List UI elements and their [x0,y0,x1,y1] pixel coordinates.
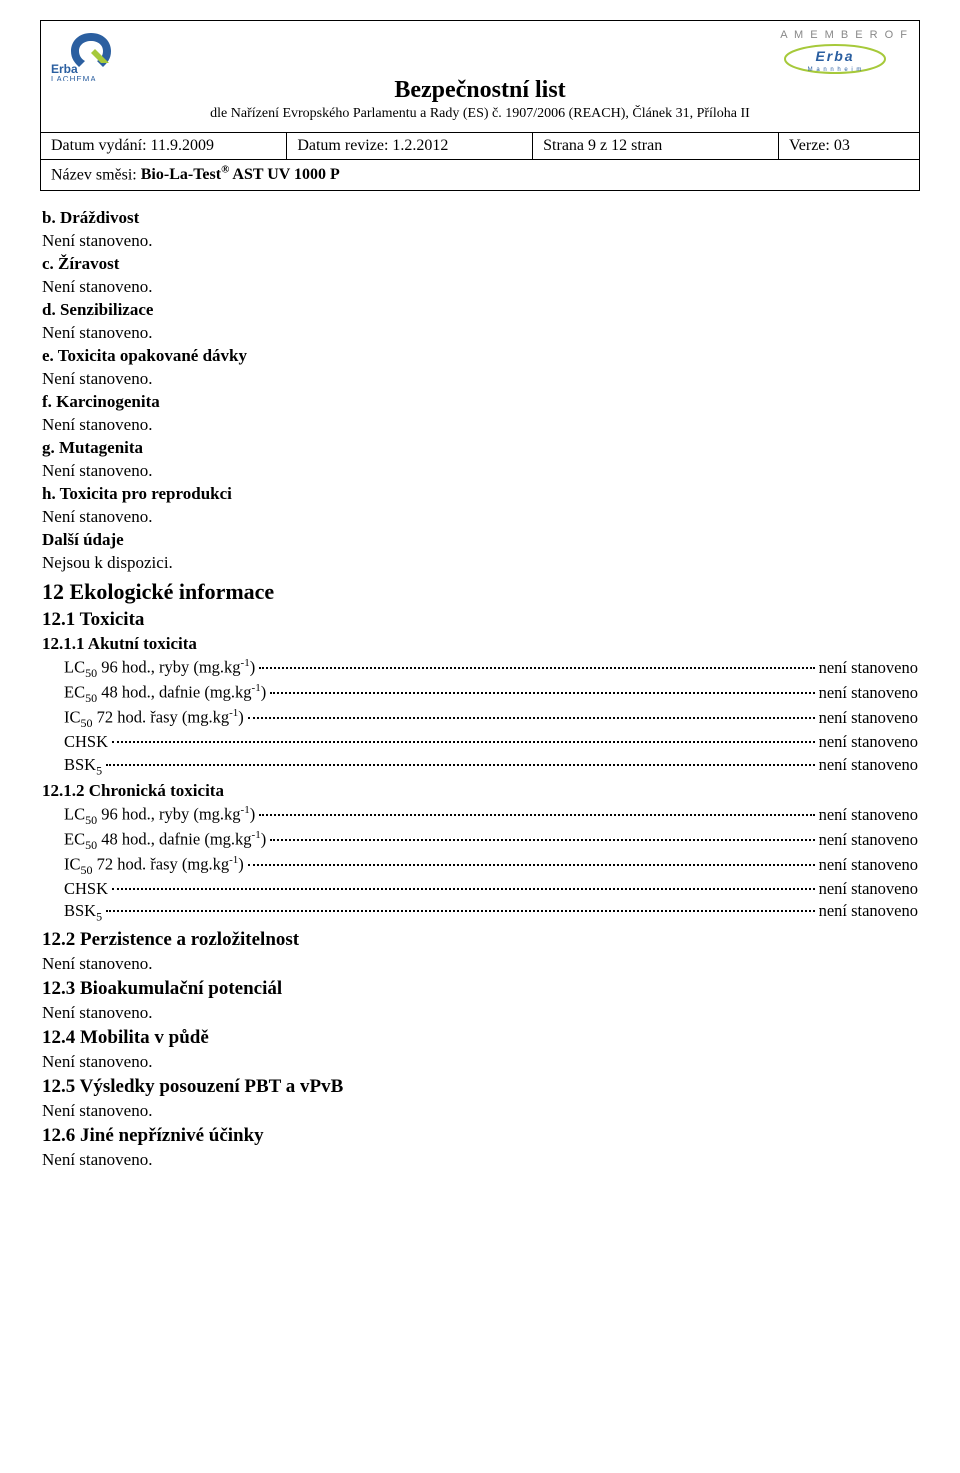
tox-row: IC50 72 hod. řasy (mg.kg-1) není stanove… [64,706,918,731]
logo-member-of: A M E M B E R O F Erba M a n n h e i m [780,29,909,79]
svg-text:Erba: Erba [51,62,78,76]
sec-further-value: Nejsou k dispozici. [42,553,918,573]
acute-tox-block: LC50 96 hod., ryby (mg.kg-1) není stanov… [64,656,918,778]
document-frame: Erba LACHEMA A M E M B E R O F Erba M a … [40,20,920,191]
dots [112,741,815,743]
dots [248,864,815,866]
sec-12-3-value: Není stanoveno. [42,1003,918,1023]
dots [106,910,814,912]
tox-row: BSK5 není stanoveno [64,900,918,924]
meta-issue: Datum vydání: 11.9.2009 [41,133,287,160]
sec-12-1-title: 12.1 Toxicita [42,609,918,631]
tox-label: CHSK [64,878,108,900]
sec-g-value: Není stanoveno. [42,461,918,481]
svg-text:M a n n h e i m: M a n n h e i m [808,67,863,73]
sec-d-title: d. Senzibilizace [42,300,918,320]
tox-row: BSK5 není stanoveno [64,754,918,778]
sec-12-title: 12 Ekologické informace [42,579,918,605]
tox-label: LC50 96 hod., ryby (mg.kg-1) [64,656,255,681]
sec-12-1-2-title: 12.1.2 Chronická toxicita [42,781,918,801]
sec-12-2-title: 12.2 Perzistence a rozložitelnost [42,929,918,951]
tox-label: BSK5 [64,754,102,778]
sec-f-title: f. Karcinogenita [42,392,918,412]
sec-e-title: e. Toxicita opakované dávky [42,346,918,366]
tox-value: není stanoveno [819,754,918,776]
sec-h-title: h. Toxicita pro reprodukci [42,484,918,504]
tox-row: LC50 96 hod., ryby (mg.kg-1) není stanov… [64,656,918,681]
dots [270,839,814,841]
tox-row: CHSK není stanoveno [64,731,918,753]
sec-h-value: Není stanoveno. [42,507,918,527]
sec-12-3-title: 12.3 Bioakumulační potenciál [42,978,918,1000]
tox-row: CHSK není stanoveno [64,878,918,900]
tox-label: CHSK [64,731,108,753]
tox-value: není stanoveno [819,731,918,753]
header: Erba LACHEMA A M E M B E R O F Erba M a … [41,21,919,132]
meta-revision: Datum revize: 1.2.2012 [287,133,533,160]
meta-table: Datum vydání: 11.9.2009 Datum revize: 1.… [41,132,919,160]
sec-further-title: Další údaje [42,530,918,550]
sec-12-6-value: Není stanoveno. [42,1150,918,1170]
sec-b-title: b. Dráždivost [42,208,918,228]
svg-text:LACHEMA: LACHEMA [51,75,97,81]
sec-e-value: Není stanoveno. [42,369,918,389]
sec-12-6-title: 12.6 Jiné nepříznivé účinky [42,1125,918,1147]
tox-label: BSK5 [64,900,102,924]
tox-label: IC50 72 hod. řasy (mg.kg-1) [64,706,244,731]
sec-b-value: Není stanoveno. [42,231,918,251]
logo-erba-lachema: Erba LACHEMA [51,29,129,81]
tox-row: EC50 48 hod., dafnie (mg.kg-1) není stan… [64,681,918,706]
tox-label: IC50 72 hod. řasy (mg.kg-1) [64,853,244,878]
tox-row: EC50 48 hod., dafnie (mg.kg-1) není stan… [64,828,918,853]
dots [270,692,814,694]
sec-12-2-value: Není stanoveno. [42,954,918,974]
dots [248,717,815,719]
sec-12-4-value: Není stanoveno. [42,1052,918,1072]
mixture-name-row: Název směsi: Bio-La-Test® AST UV 1000 P [41,160,919,190]
sec-g-title: g. Mutagenita [42,438,918,458]
dots [259,814,814,816]
chronic-tox-block: LC50 96 hod., ryby (mg.kg-1) není stanov… [64,803,918,925]
tox-value: není stanoveno [819,657,918,679]
dots [112,888,815,890]
tox-value: není stanoveno [819,804,918,826]
tox-row: IC50 72 hod. řasy (mg.kg-1) není stanove… [64,853,918,878]
dots [106,764,814,766]
tox-value: není stanoveno [819,878,918,900]
meta-page: Strana 9 z 12 stran [533,133,779,160]
dots [259,667,814,669]
member-of-text: A M E M B E R O F [780,29,909,41]
doc-subtitle: dle Nařízení Evropského Parlamentu a Rad… [51,106,909,122]
sec-f-value: Není stanoveno. [42,415,918,435]
sec-12-5-value: Není stanoveno. [42,1101,918,1121]
sec-c-value: Není stanoveno. [42,277,918,297]
tox-label: LC50 96 hod., ryby (mg.kg-1) [64,803,255,828]
doc-title: Bezpečnostní list [51,77,909,104]
tox-value: není stanoveno [819,707,918,729]
tox-label: EC50 48 hod., dafnie (mg.kg-1) [64,828,266,853]
tox-value: není stanoveno [819,900,918,922]
tox-label: EC50 48 hod., dafnie (mg.kg-1) [64,681,266,706]
sec-d-value: Není stanoveno. [42,323,918,343]
sec-c-title: c. Žíravost [42,254,918,274]
sec-12-1-1-title: 12.1.1 Akutní toxicita [42,634,918,654]
body-content: b. Dráždivost Není stanoveno. c. Žíravos… [40,191,920,1169]
meta-version: Verze: 03 [778,133,919,160]
tox-row: LC50 96 hod., ryby (mg.kg-1) není stanov… [64,803,918,828]
tox-value: není stanoveno [819,854,918,876]
sec-12-5-title: 12.5 Výsledky posouzení PBT a vPvB [42,1076,918,1098]
tox-value: není stanoveno [819,829,918,851]
svg-text:Erba: Erba [816,48,855,64]
tox-value: není stanoveno [819,682,918,704]
sec-12-4-title: 12.4 Mobilita v půdě [42,1027,918,1049]
